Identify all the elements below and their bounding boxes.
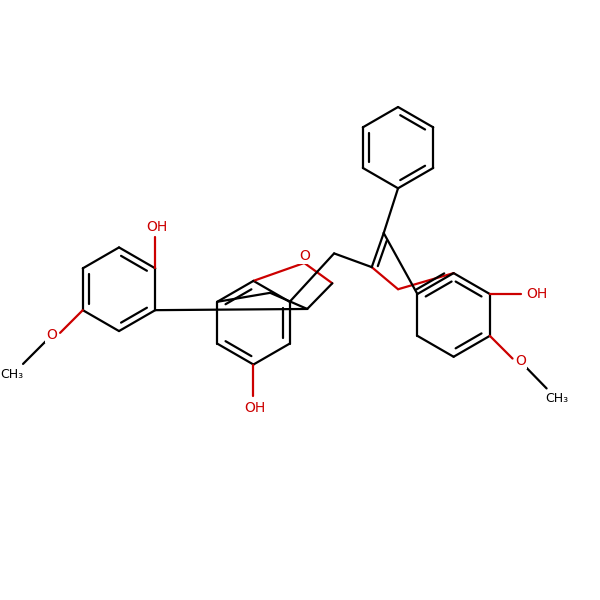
Text: OH: OH	[146, 220, 167, 233]
Text: O: O	[299, 249, 310, 263]
Text: CH₃: CH₃	[545, 392, 568, 405]
Text: CH₃: CH₃	[1, 368, 24, 381]
Text: O: O	[46, 328, 57, 342]
Text: OH: OH	[526, 287, 547, 301]
Text: O: O	[515, 354, 526, 368]
Text: OH: OH	[244, 401, 265, 415]
